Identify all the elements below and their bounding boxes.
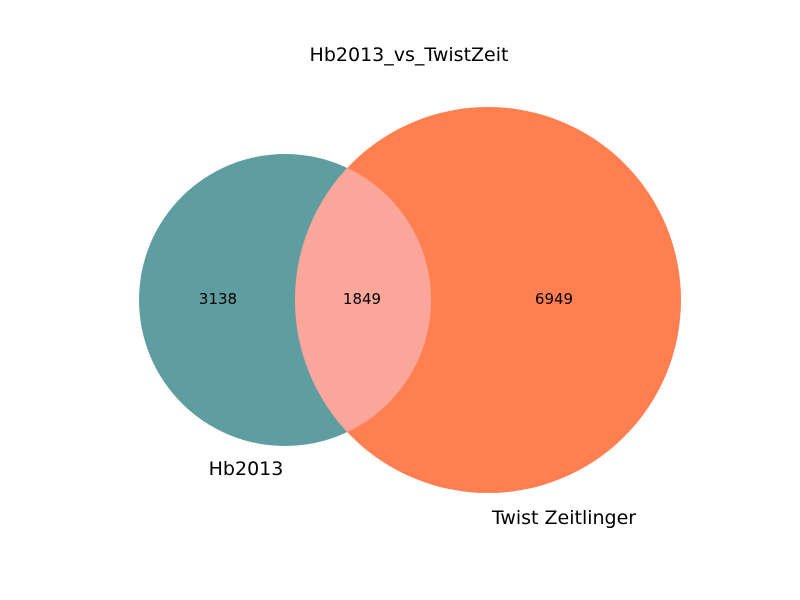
set-a-label: Hb2013 bbox=[209, 458, 284, 480]
overlap-count: 1849 bbox=[343, 290, 381, 308]
chart-title: Hb2013_vs_TwistZeit bbox=[310, 44, 509, 66]
set-overlap-region bbox=[295, 154, 431, 446]
only-a-count: 3138 bbox=[199, 290, 237, 308]
only-b-count: 6949 bbox=[535, 290, 573, 308]
set-b-label: Twist Zeitlinger bbox=[491, 507, 636, 529]
